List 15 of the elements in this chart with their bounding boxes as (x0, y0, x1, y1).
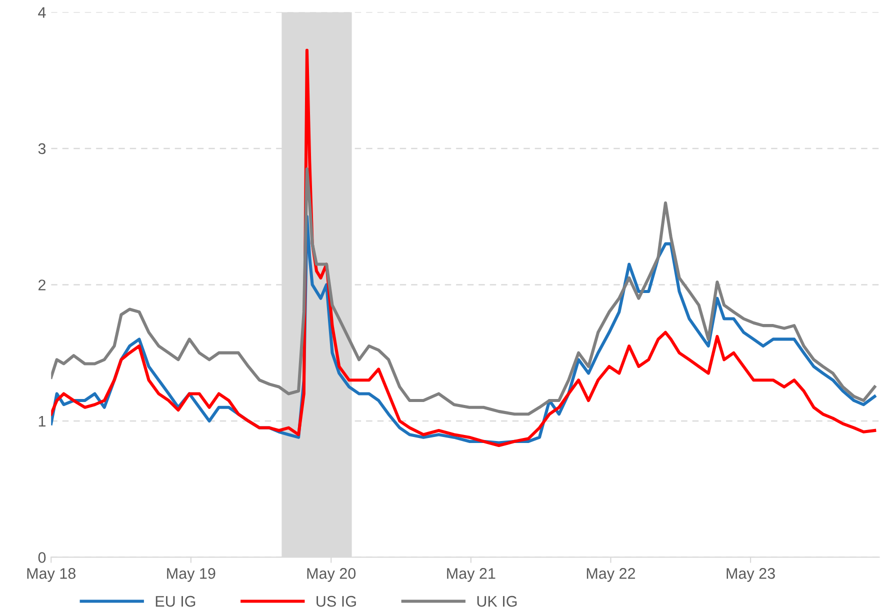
y-tick-label: 4 (38, 7, 46, 18)
x-tick-label: May 18 (27, 568, 76, 582)
line-series (51, 167, 876, 416)
y-tick-label: 0 (38, 552, 46, 563)
y-tick-label: 2 (38, 280, 46, 290)
x-tick-label: May 21 (447, 568, 496, 582)
x-tick-label: May 22 (586, 568, 636, 582)
x-tick-label: May 20 (307, 568, 356, 582)
legend-label: US IG (316, 596, 356, 607)
legend-label: EU IG (156, 596, 196, 607)
x-tick-label: May 19 (167, 568, 216, 582)
legend-label: UK IG (477, 596, 517, 607)
y-tick-label: 3 (38, 143, 46, 154)
y-tick-label: 1 (38, 416, 46, 427)
x-tick-label: May 23 (726, 568, 775, 582)
